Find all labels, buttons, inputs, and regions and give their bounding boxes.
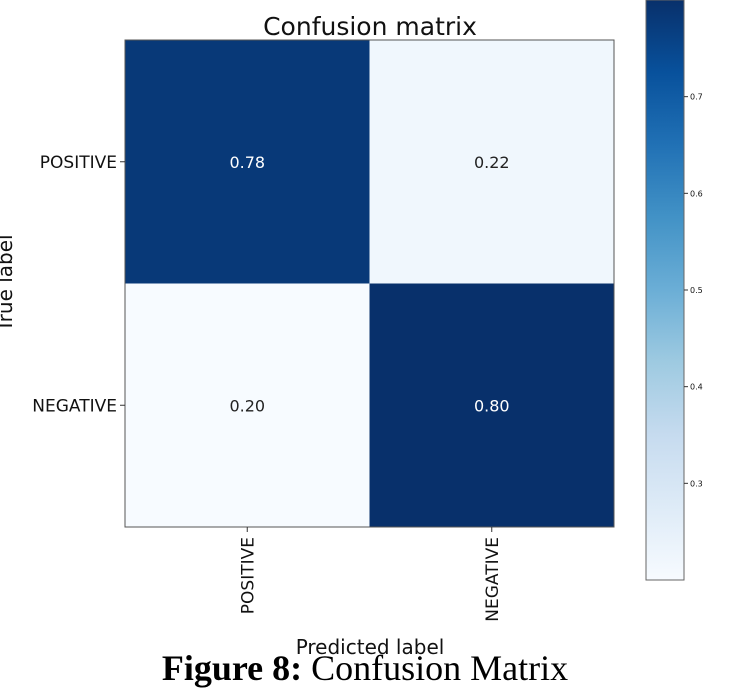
y-axis-label: True label bbox=[0, 234, 17, 332]
x-tick-label: NEGATIVE bbox=[483, 537, 503, 622]
colorbar-tick-label: 0.7 bbox=[690, 93, 703, 102]
colorbar-ticks: 0.3 0.4 0.5 0.6 0.7 bbox=[684, 93, 703, 488]
y-tick-label: POSITIVE bbox=[40, 153, 117, 173]
x-tick-label: POSITIVE bbox=[238, 537, 258, 614]
cell-value-label: 0.20 bbox=[229, 396, 265, 415]
colorbar-tick-label: 0.6 bbox=[690, 189, 703, 198]
figure-caption: Figure 8: Confusion Matrix bbox=[0, 648, 730, 688]
x-axis-label: Predicted label bbox=[296, 635, 445, 659]
chart-title: Confusion matrix bbox=[263, 12, 477, 41]
plot-frame bbox=[124, 39, 615, 528]
colorbar-tick-label: 0.5 bbox=[690, 286, 703, 295]
colorbar-tick-label: 0.4 bbox=[690, 383, 703, 392]
matrix-cell bbox=[125, 40, 370, 284]
caption-label: Figure 8: bbox=[161, 648, 303, 688]
x-axis-ticks: POSITIVE NEGATIVE bbox=[238, 527, 503, 622]
matrix-cell bbox=[369, 40, 614, 284]
colorbar-tick-label: 0.3 bbox=[690, 479, 703, 488]
y-axis-ticks: POSITIVE NEGATIVE bbox=[32, 153, 125, 416]
cell-value-label: 0.78 bbox=[229, 153, 265, 172]
matrix-cell bbox=[369, 283, 614, 527]
cell-value-label: 0.80 bbox=[474, 396, 510, 415]
matrix-cell bbox=[125, 283, 370, 527]
matrix-cells: 0.78 0.22 0.20 0.80 bbox=[125, 40, 614, 527]
y-tick-label: NEGATIVE bbox=[32, 396, 117, 416]
cell-value-label: 0.22 bbox=[474, 153, 510, 172]
caption-text: Confusion Matrix bbox=[311, 648, 569, 688]
colorbar bbox=[645, 0, 685, 581]
